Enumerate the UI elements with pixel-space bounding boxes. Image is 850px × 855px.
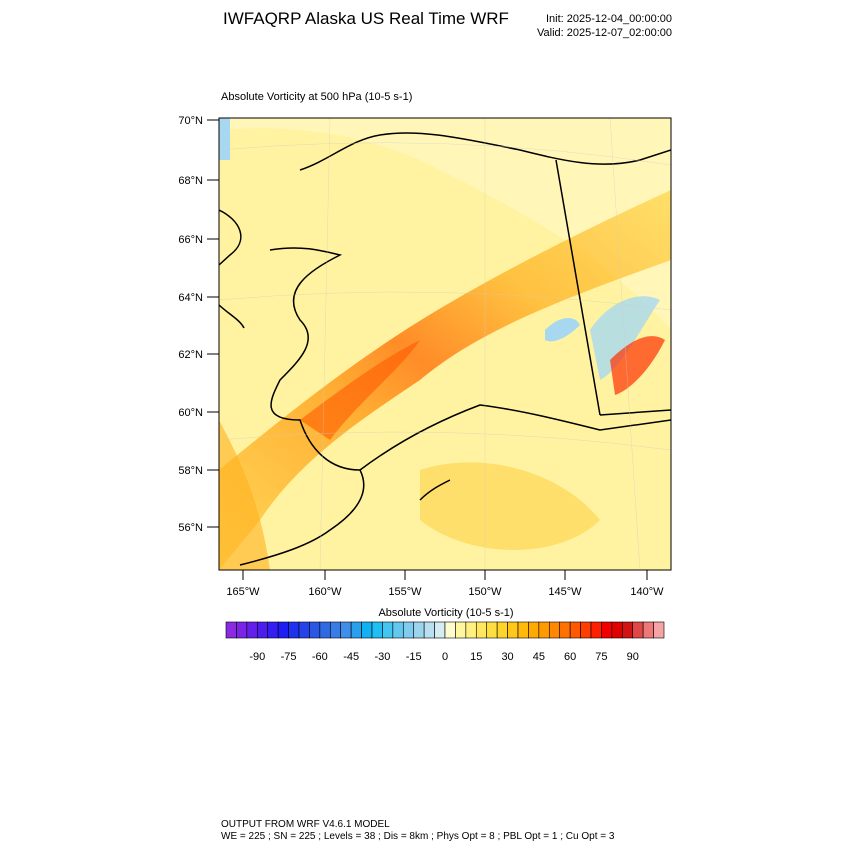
map-frame (218, 117, 672, 571)
colorbar-box (371, 621, 383, 639)
colorbar-label: 15 (470, 651, 482, 663)
colorbar-box (580, 621, 592, 639)
colorbar-box (392, 621, 404, 639)
colorbar-box (601, 621, 613, 639)
colorbar-box (382, 621, 394, 639)
colorbar-box (246, 621, 258, 639)
colorbar-box (611, 621, 623, 639)
colorbar-box (402, 621, 415, 639)
lon-label: 155°W (388, 586, 422, 598)
colorbar-label: 45 (533, 651, 545, 663)
colorbar-box (496, 621, 508, 639)
colorbar-box (548, 621, 561, 639)
colorbar-box (653, 621, 665, 639)
colorbar-box (434, 621, 446, 639)
lat-label: 56°N (178, 522, 203, 534)
title: IWFAQRP Alaska US Real Time WRF (223, 9, 509, 28)
map-field (219, 118, 671, 570)
colorbar-label: -90 (249, 651, 265, 663)
colorbar-box (236, 621, 248, 639)
lat-label: 60°N (178, 407, 203, 419)
colorbar-box (590, 621, 602, 639)
colorbar-label: -45 (343, 651, 359, 663)
colorbar: -90 -75 -60 -45 -30 -15 0 15 30 45 60 75 90 (225, 621, 665, 663)
lat-label: 70°N (178, 115, 203, 127)
colorbar-box (475, 621, 488, 639)
colorbar-box (350, 621, 362, 639)
colorbar-title: Absolute Vorticity (10-5 s-1) (378, 607, 513, 619)
colorbar-box (256, 621, 269, 639)
lon-label: 150°W (468, 586, 502, 598)
colorbar-box (361, 621, 373, 639)
colorbar-label: -30 (374, 651, 390, 663)
colorbar-box (642, 621, 654, 639)
colorbar-label: -60 (312, 651, 328, 663)
lat-labels: 70°N 68°N 66°N 64°N 62°N 60°N 58°N 56°N (178, 115, 219, 534)
colorbar-box (298, 621, 310, 639)
colorbar-label: 0 (442, 651, 448, 663)
colorbar-box (267, 621, 279, 639)
colorbar-box (486, 621, 498, 639)
colorbar-box (288, 621, 300, 639)
init-time: Init: 2025-12-04_00:00:00 (546, 13, 672, 25)
colorbar-box (569, 621, 581, 639)
colorbar-box (309, 621, 321, 639)
lon-label: 145°W (548, 586, 582, 598)
map-subtitle: Absolute Vorticity at 500 hPa (10-5 s-1) (221, 91, 412, 103)
colorbar-box (621, 621, 634, 639)
lat-label: 68°N (178, 175, 203, 187)
colorbar-box (340, 621, 352, 639)
lon-labels: 165°W 160°W 155°W 150°W 145°W 140°W (226, 570, 664, 598)
footer-line: WE = 225 ; SN = 225 ; Levels = 38 ; Dis … (221, 831, 615, 842)
lat-label: 64°N (178, 292, 203, 304)
colorbar-label: 75 (595, 651, 607, 663)
colorbar-label: 60 (564, 651, 576, 663)
colorbar-box (319, 621, 331, 639)
colorbar-box (329, 621, 342, 639)
colorbar-box (413, 621, 425, 639)
colorbar-box (507, 621, 519, 639)
colorbar-box (559, 621, 571, 639)
colorbar-box (538, 621, 550, 639)
colorbar-box (444, 621, 456, 639)
lon-label: 165°W (226, 586, 260, 598)
colorbar-box (455, 621, 467, 639)
lon-label: 140°W (630, 586, 664, 598)
footer-line: OUTPUT FROM WRF V4.6.1 MODEL (221, 819, 390, 830)
lat-label: 58°N (178, 465, 203, 477)
colorbar-label: 90 (627, 651, 639, 663)
colorbar-box (528, 621, 540, 639)
valid-time: Valid: 2025-12-07_02:00:00 (537, 27, 672, 39)
colorbar-box (632, 621, 644, 639)
colorbar-box (517, 621, 529, 639)
lat-label: 66°N (178, 234, 203, 246)
colorbar-box (423, 621, 435, 639)
colorbar-box (277, 621, 289, 639)
lat-label: 62°N (178, 349, 203, 361)
colorbar-box (465, 621, 477, 639)
colorbar-box (225, 621, 237, 639)
colorbar-label: -75 (281, 651, 297, 663)
lon-label: 160°W (308, 586, 342, 598)
colorbar-label: 30 (501, 651, 513, 663)
colorbar-label: -15 (406, 651, 422, 663)
